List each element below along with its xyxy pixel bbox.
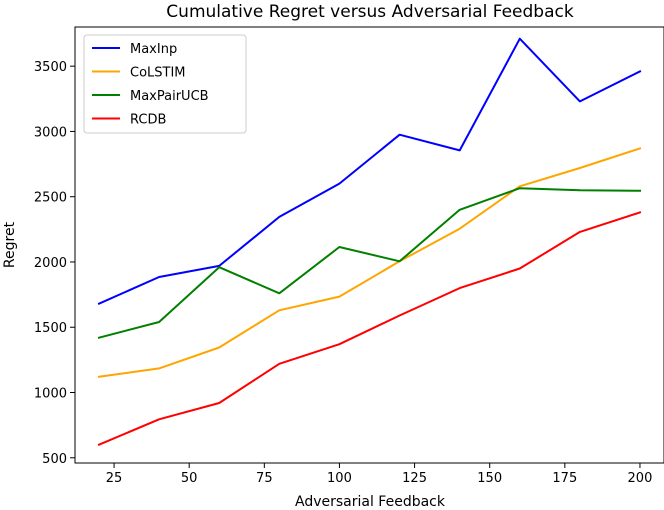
legend: MaxInp CoLSTIM MaxPairUCB RCDB xyxy=(83,34,247,134)
y-axis: 500 1000 1500 2000 2500 3000 3500 xyxy=(34,60,75,467)
y-tick-label: 2000 xyxy=(34,256,67,271)
y-axis-label: Regret xyxy=(2,221,18,268)
y-tick-label: 1000 xyxy=(34,387,67,402)
series-line-maxinp xyxy=(97,37,642,306)
x-tick-label: 25 xyxy=(106,471,123,486)
legend-label: CoLSTIM xyxy=(130,66,186,81)
chart-title: Cumulative Regret versus Adversarial Fee… xyxy=(166,2,574,22)
y-tick-label: 1500 xyxy=(34,321,67,336)
y-tick-label: 3000 xyxy=(34,125,67,140)
x-tick-label: 50 xyxy=(181,471,198,486)
x-tick-label: 125 xyxy=(402,471,427,486)
plot-area xyxy=(97,37,642,447)
series-line-maxpairucb xyxy=(97,187,642,339)
series-line-rcdb xyxy=(97,211,642,447)
x-tick-label: 75 xyxy=(256,471,273,486)
y-tick-label: 2500 xyxy=(34,191,67,206)
x-tick-label: 150 xyxy=(477,471,502,486)
x-axis-label: Adversarial Feedback xyxy=(295,494,446,510)
legend-box xyxy=(83,34,247,134)
x-tick-label: 100 xyxy=(327,471,352,486)
legend-label: RCDB xyxy=(130,113,166,128)
x-axis: 25 50 75 100 125 150 175 200 xyxy=(106,463,653,486)
legend-label: MaxInp xyxy=(130,42,177,57)
y-tick-label: 500 xyxy=(42,452,67,467)
plot-frame xyxy=(74,26,664,464)
x-tick-label: 175 xyxy=(552,471,577,486)
legend-label: MaxPairUCB xyxy=(130,89,209,104)
series-line-colstim xyxy=(97,147,642,378)
y-tick-label: 3500 xyxy=(34,60,67,75)
x-tick-label: 200 xyxy=(628,471,653,486)
